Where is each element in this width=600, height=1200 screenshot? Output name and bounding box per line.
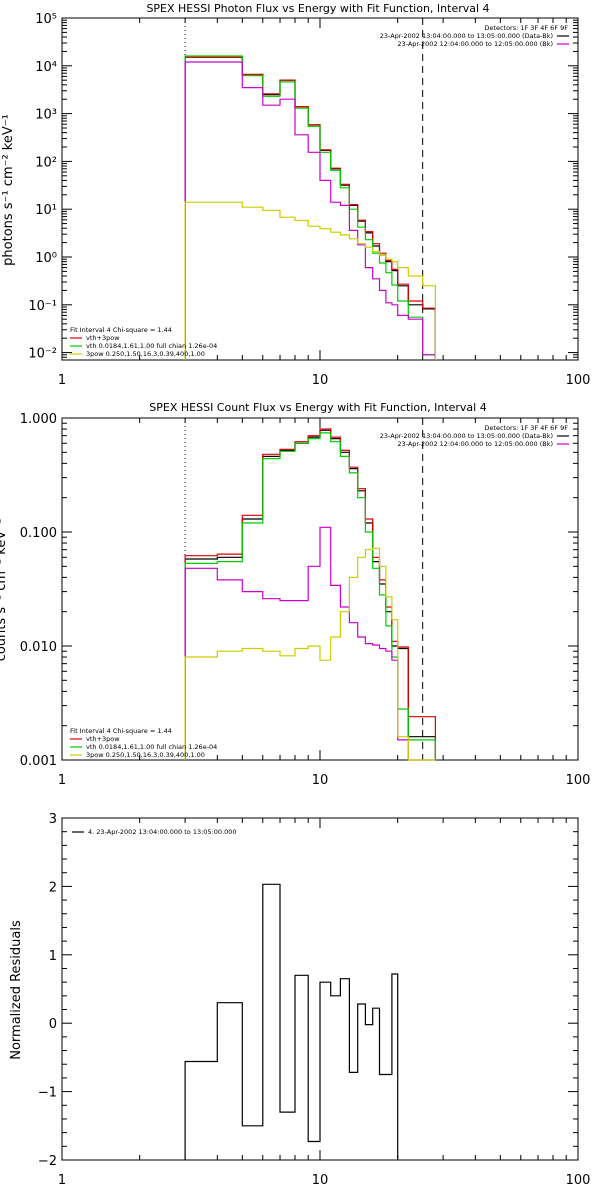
residuals-y-axis-label: Normalized Residuals [9, 920, 24, 1060]
photon-flux-plot-frame [61, 17, 579, 361]
photon-flux-legend-bk-interval: 23-Apr-2002 12:04:00.000 to 12:05:00.000… [397, 40, 553, 48]
count-flux-series [184, 428, 436, 761]
count-flux-title: SPEX HESSI Count Flux vs Energy with Fit… [149, 401, 486, 414]
count-flux-panel: SPEX HESSI Count Flux vs Energy with Fit… [0, 401, 590, 788]
photon-flux-x-tick-label: 1 [58, 373, 66, 388]
count-flux-ticks: 1 10 100 0.001 0.010 0.100 1.000 [20, 412, 591, 788]
photon-flux-x-tick-label: 10 [312, 373, 329, 388]
count-flux-legend-thermal-label: vth 0.0184,1.61,1.00 full chian 1.26e-04 [86, 743, 217, 751]
count-flux-legend-bk-interval: 23-Apr-2002 12:04:00.000 to 12:05:00.000… [397, 440, 553, 448]
photon-flux-reference-lines [184, 18, 424, 360]
photon-flux-x-tick-label: 100 [566, 373, 591, 388]
residuals-y-tick-label: 1 [49, 949, 57, 964]
residuals-panel: 1 10 100 −2 −1 0 1 2 3 Normalized Residuals 4. 2… [9, 812, 590, 1188]
count-flux-x-tick-label: 100 [566, 773, 591, 788]
count-flux-y-tick-label: 0.010 [20, 640, 57, 655]
count-flux-plot-frame [61, 417, 579, 761]
count-flux-series-line-2 [184, 432, 436, 760]
count-flux-x-tick-label: 1 [58, 773, 66, 788]
count-flux-reference-lines [184, 418, 424, 760]
photon-flux-panel: SPEX HESSI Photon Flux vs Energy with Fi… [1, 2, 590, 388]
photon-flux-legend-bottomleft: Fit Interval 4 Chi-square = 1.44 vth+3po… [70, 326, 217, 358]
residuals-y-tick-label: −2 [38, 1154, 57, 1169]
photon-flux-y-tick-label: 10¹ [35, 203, 57, 218]
photon-flux-legend-thermal-label: vth 0.0184,1.61,1.00 full chian 1.26e-04 [86, 342, 217, 350]
count-flux-y-tick-label: 0.100 [20, 526, 57, 541]
count-flux-legend-data-interval: 23-Apr-2002 13:04:00.000 to 13:05:00.000… [380, 432, 553, 440]
residuals-legend-label: 4. 23-Apr-2002 13:04:00.000 to 13:05:00.… [88, 828, 237, 836]
photon-flux-legend-data-interval: 23-Apr-2002 13:04:00.000 to 13:05:00.000… [380, 32, 553, 40]
residuals-series-line-0 [184, 883, 399, 1160]
photon-flux-y-tick-label: 10⁻² [28, 347, 57, 362]
photon-flux-legend-fit-header: Fit Interval 4 Chi-square = 1.44 [70, 326, 172, 334]
residuals-legend: 4. 23-Apr-2002 13:04:00.000 to 13:05:00.… [72, 828, 237, 836]
photon-flux-y-tick-label: 10⁵ [35, 12, 57, 27]
residuals-x-tick-label: 1 [58, 1173, 66, 1188]
photon-flux-y-tick-label: 10⁰ [35, 251, 57, 266]
photon-flux-series-line-3 [184, 61, 436, 360]
residuals-x-tick-label: 10 [312, 1173, 329, 1188]
residuals-ticks: 1 10 100 −2 −1 0 1 2 3 [38, 812, 591, 1188]
count-flux-series-line-4 [184, 547, 436, 761]
photon-flux-legend-fit-label: vth+3pow [86, 334, 120, 342]
photon-flux-ticks: 1 10 100 10⁻² 10⁻¹ 10⁰ 10¹ 10² 10³ 10⁴ 10⁵ [28, 12, 590, 388]
residuals-y-tick-label: 3 [49, 812, 57, 827]
count-flux-y-tick-label: 0.001 [20, 754, 57, 769]
photon-flux-series [184, 55, 436, 360]
residuals-y-tick-label: 0 [49, 1017, 57, 1032]
photon-flux-legend-detectors: Detectors: 1F 3F 4F 6F 9F [484, 24, 568, 32]
residuals-series [184, 883, 399, 1160]
count-flux-legend-bottomleft: Fit Interval 4 Chi-square = 1.44 vth+3po… [70, 727, 217, 759]
count-flux-legend-powerlaw-label: 3pow 0.250,1.50,16.3,0.39,400,1.00 [86, 751, 205, 759]
photon-flux-y-axis-label: photons s⁻¹ cm⁻² keV⁻¹ [1, 114, 16, 266]
photon-flux-y-tick-label: 10⁴ [35, 60, 57, 75]
count-flux-x-tick-label: 10 [312, 773, 329, 788]
count-flux-y-axis-label: counts s⁻¹ cm⁻² keV⁻¹ [0, 519, 9, 662]
photon-flux-legend-topright: Detectors: 1F 3F 4F 6F 9F 23-Apr-2002 13… [380, 24, 569, 48]
residuals-x-tick-label: 100 [566, 1173, 591, 1188]
count-flux-legend-fit-label: vth+3pow [86, 735, 120, 743]
photon-flux-legend-powerlaw-label: 3pow 0.250,1.50,16.3,0.39,400,1.00 [86, 350, 205, 358]
photon-flux-y-tick-label: 10³ [35, 108, 57, 123]
photon-flux-y-tick-label: 10² [35, 155, 57, 170]
photon-flux-series-line-4 [184, 201, 436, 360]
count-flux-legend-fit-header: Fit Interval 4 Chi-square = 1.44 [70, 727, 172, 735]
photon-flux-y-tick-label: 10⁻¹ [28, 299, 57, 314]
photon-flux-title: SPEX HESSI Photon Flux vs Energy with Fi… [146, 2, 489, 15]
residuals-y-tick-label: 2 [49, 880, 57, 895]
residuals-y-tick-label: −1 [38, 1086, 57, 1101]
count-flux-legend-topright: Detectors: 1F 3F 4F 6F 9F 23-Apr-2002 13… [380, 424, 569, 448]
count-flux-legend-detectors: Detectors: 1F 3F 4F 6F 9F [484, 424, 568, 432]
count-flux-y-tick-label: 1.000 [20, 412, 57, 427]
